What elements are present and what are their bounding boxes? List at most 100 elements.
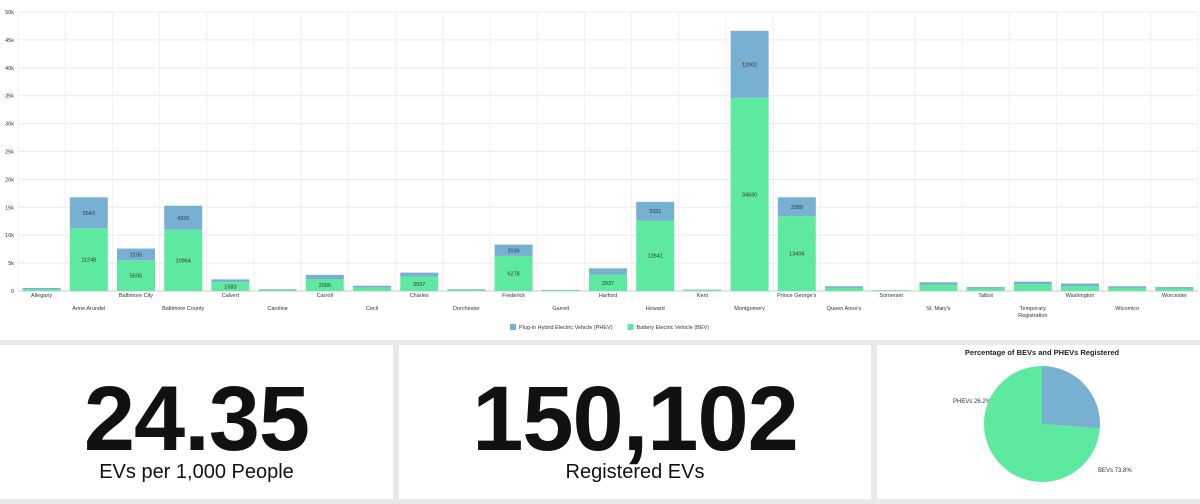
pie-label: PHEVs 26.2% — [953, 399, 992, 405]
x-tick-label: Garrett — [539, 306, 583, 313]
x-tick-label: Worcester — [1152, 293, 1196, 300]
bar-segment — [1014, 284, 1052, 291]
bar-chart: 05k10k15k20k25k30k35k40k45k50k1124855435… — [0, 0, 1200, 340]
y-tick-label: 25k — [5, 150, 14, 156]
x-tick-label: Baltimore City — [114, 293, 158, 300]
bar-segment — [1061, 286, 1099, 291]
data-label: 10964 — [176, 258, 191, 264]
x-tick-label: Queen Anne's — [822, 306, 866, 313]
bar-segment — [1108, 286, 1146, 288]
x-tick-label: Harford — [586, 293, 630, 300]
bar-segment — [23, 289, 61, 291]
y-tick-label: 10k — [5, 233, 14, 239]
bar-segment — [23, 288, 61, 289]
bar-segment — [1061, 283, 1099, 286]
bar-segment — [259, 289, 297, 290]
kpi-panel: 24.35 EVs per 1,000 People — [0, 345, 393, 499]
legend-label: Battery Electric Vehicle (BEV) — [637, 325, 710, 331]
x-tick-label: Kent — [680, 293, 724, 300]
bar-segment — [683, 290, 721, 291]
pie-slice — [1042, 366, 1100, 428]
bar-segment — [447, 290, 485, 291]
y-tick-label: 5k — [8, 261, 14, 267]
legend-swatch — [628, 324, 634, 330]
x-tick-label: Dorchester — [444, 306, 488, 313]
pie-label: BEVs 73.8% — [1098, 468, 1132, 474]
data-label: 5505 — [130, 274, 142, 280]
x-tick-label: Wicomico — [1105, 306, 1149, 313]
kpi-label: Registered EVs — [399, 461, 871, 484]
y-tick-label: 15k — [5, 205, 14, 211]
bar-segment — [1014, 282, 1052, 285]
x-tick-label: Frederick — [492, 293, 536, 300]
bar-segment — [542, 290, 580, 291]
kpi-value: 150,102 — [399, 373, 871, 465]
y-tick-label: 45k — [5, 38, 14, 44]
data-label: 34630 — [742, 192, 757, 198]
data-label: 3331 — [649, 209, 661, 215]
bar-segment — [259, 290, 297, 291]
bar-segment — [447, 289, 485, 290]
pie-panel: Percentage of BEVs and PHEVs Registered … — [877, 345, 1200, 499]
x-tick-label: Washington — [1058, 293, 1102, 300]
x-tick-label: Carroll — [303, 293, 347, 300]
x-tick-label: Anne Arundel — [67, 306, 111, 313]
y-tick-label: 40k — [5, 66, 14, 72]
legend-label: Plug-in Hybrid Electric Vehicle (PHEV) — [519, 325, 613, 331]
y-tick-label: 35k — [5, 94, 14, 100]
x-tick-label: Caroline — [256, 306, 300, 313]
kpi-panel: 150,102 Registered EVs — [399, 345, 871, 499]
data-label: 2937 — [602, 281, 614, 287]
kpi-value: 24.35 — [0, 373, 393, 465]
x-tick-label: St. Mary's — [916, 306, 960, 313]
y-tick-label: 30k — [5, 122, 14, 128]
bar-segment — [400, 273, 438, 277]
pie-chart: Percentage of BEVs and PHEVs Registered … — [877, 345, 1200, 499]
data-label: 11248 — [81, 258, 96, 264]
pie-label-value: 73.8% — [1115, 468, 1133, 474]
x-tick-label: Howard — [633, 306, 677, 313]
bar-segment — [589, 268, 627, 274]
bar-segment — [1108, 288, 1146, 291]
data-label: 12002 — [742, 62, 757, 68]
bar-segment — [967, 287, 1005, 288]
bar-segment — [211, 279, 249, 282]
data-label: 6278 — [507, 271, 519, 277]
pie-label-name: BEVs — [1098, 468, 1113, 474]
y-tick-label: 0 — [11, 289, 14, 295]
y-tick-label: 50k — [5, 10, 14, 16]
data-label: 1583 — [224, 285, 236, 291]
kpi-label: EVs per 1,000 People — [0, 461, 393, 484]
bar-segment — [919, 282, 957, 285]
bar-segment — [825, 286, 863, 288]
data-label: 2597 — [413, 282, 425, 288]
x-tick-label: Baltimore County — [161, 306, 205, 313]
chart-title: Percentage of BEVs and PHEVs Registered — [965, 348, 1120, 357]
data-label: 4320 — [177, 216, 189, 222]
x-tick-label: Temporary Registration — [1011, 306, 1055, 320]
x-tick-label: Somerset — [869, 293, 913, 300]
data-label: 2105 — [130, 252, 142, 258]
x-tick-label: Charles — [397, 293, 441, 300]
legend-swatch — [510, 324, 516, 330]
bar-segment — [1155, 287, 1193, 288]
x-tick-label: Allegany — [20, 293, 64, 300]
bar-segment — [967, 288, 1005, 291]
bar-segment — [306, 275, 344, 279]
x-tick-label: Calvert — [208, 293, 252, 300]
data-label: 12641 — [648, 254, 663, 260]
data-label: 2090 — [319, 283, 331, 289]
data-label: 5543 — [83, 211, 95, 217]
bar-segment — [919, 285, 957, 291]
bar-segment — [353, 288, 391, 291]
x-tick-label: Cecil — [350, 306, 394, 313]
x-tick-label: Prince George's — [775, 293, 819, 300]
bar-segment — [1155, 288, 1193, 291]
pie-label-name: PHEVs — [953, 399, 972, 405]
data-label: 13404 — [789, 252, 804, 258]
data-label: 2036 — [507, 248, 519, 254]
bar-segment — [825, 288, 863, 291]
x-tick-label: Talbot — [964, 293, 1008, 300]
